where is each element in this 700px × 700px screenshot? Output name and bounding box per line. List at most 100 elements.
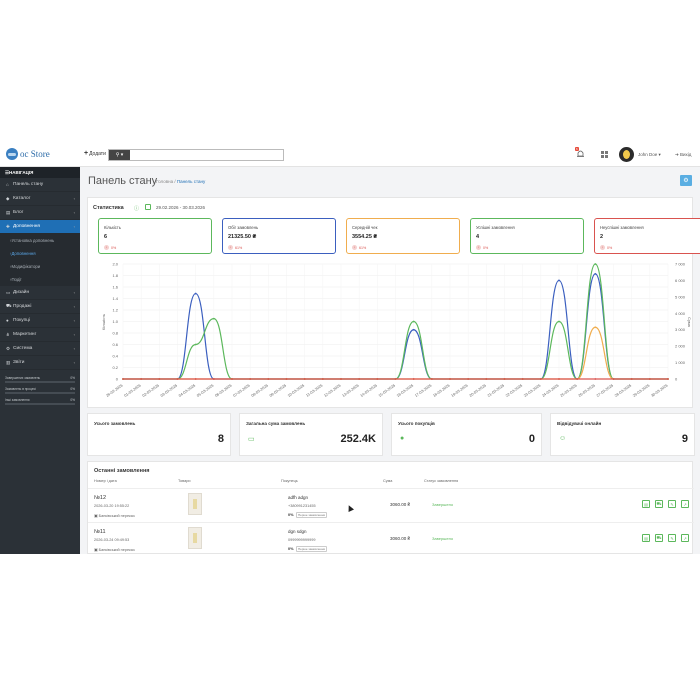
- chevron-icon: ‹: [73, 360, 75, 365]
- order-number[interactable]: №12: [94, 495, 107, 501]
- x-tick-label: 04-03-2026: [178, 384, 196, 398]
- sidebar-item-2[interactable]: ▤ Блог ‹: [0, 206, 80, 220]
- edit-icon[interactable]: ✎: [668, 534, 676, 542]
- invoice-icon[interactable]: ▤: [642, 500, 650, 508]
- x-tick-label: 27-03-2026: [596, 384, 614, 398]
- bank-icon: ▣: [94, 548, 99, 552]
- open-icon[interactable]: ↗: [681, 534, 689, 542]
- x-tick-label: 26-03-2026: [578, 384, 596, 398]
- x-tick-label: 28-02-2026: [105, 384, 123, 398]
- sidebar-subitem-1[interactable]: › Доповнення: [0, 247, 80, 260]
- calendar-icon[interactable]: [145, 204, 151, 210]
- info-icon[interactable]: ⓘ: [134, 206, 140, 212]
- kpi-card-4: Неуспішні замовлення 2 ↓ 0%: [594, 218, 700, 254]
- x-tick-label: 15-03-2026: [378, 384, 396, 398]
- kpi-value: 3554.25 ₴: [352, 234, 378, 240]
- x-tick-label: 23-03-2026: [523, 384, 541, 398]
- gear-icon: ⚙: [683, 178, 689, 184]
- kpi-value: 4: [476, 234, 480, 240]
- series-point: [558, 378, 560, 380]
- truck-icon[interactable]: ⛟: [655, 500, 663, 508]
- sidebar-item-1[interactable]: ◆ Каталог ‹: [0, 192, 80, 206]
- summary-card-2: Усього покупців ● 0: [391, 413, 542, 456]
- chevron-icon: ‹: [73, 224, 75, 229]
- y-tick-right: 1 000: [675, 360, 686, 365]
- customer-name[interactable]: adfh adgn: [288, 495, 309, 500]
- kpi-card-2: Середній чек 3554.25 ₴ ↓ 61%: [346, 218, 460, 254]
- sidebar-item2-1[interactable]: ⛟ Продажі ‹: [0, 300, 80, 314]
- invoice-icon[interactable]: ▤: [642, 534, 650, 542]
- bank-icon: ▣: [94, 514, 99, 518]
- series-point: [303, 378, 306, 380]
- chevron-icon: ‹: [73, 304, 75, 309]
- sidebar-item2-2[interactable]: ● Покупці ‹: [0, 314, 80, 328]
- series-point: [376, 378, 379, 380]
- sidebar-item2-4[interactable]: ⚙ Система ‹: [0, 342, 80, 356]
- kpi-label: Успішні замовлення: [476, 225, 515, 230]
- sidebar-subitem-3[interactable]: › Події: [0, 273, 80, 286]
- x-tick-label: 07-03-2026: [233, 384, 251, 398]
- order-date: 2026-03-20 19:55:22: [94, 504, 130, 508]
- x-tick-label: 08-03-2026: [251, 384, 269, 398]
- x-tick-label: 18-03-2026: [432, 384, 450, 398]
- chart-icon: ▥: [6, 359, 11, 365]
- x-tick-label: 28-03-2026: [614, 384, 632, 398]
- search-input[interactable]: [130, 150, 283, 160]
- kpi-change: ↓ 61%: [352, 245, 366, 250]
- date-range[interactable]: 29.02.2026 - 30.03.2026: [156, 205, 206, 210]
- sidebar-item2-5[interactable]: ▥ Звіти ‹: [0, 356, 80, 370]
- top-header: oc Store + Додати ⚲ ▾ 6 John Doe ▾ ➔ Вихі…: [0, 140, 700, 167]
- sidebar-item2-0[interactable]: ▭ Дизайн ‹: [0, 286, 80, 300]
- series-point: [594, 326, 597, 329]
- bullet-icon: ›: [10, 251, 12, 256]
- kpi-change-value: 0%: [111, 245, 117, 250]
- series-point: [430, 378, 433, 380]
- sidebar-item2-3[interactable]: ⋔ Маркетинг ‹: [0, 328, 80, 342]
- avatar[interactable]: [619, 147, 634, 162]
- table-header: Покупець: [281, 479, 298, 483]
- x-tick-label: 14-03-2026: [360, 384, 378, 398]
- sidebar-item-label: Панель стану: [13, 182, 44, 187]
- sidebar-subitem-0[interactable]: › Установка доповнень: [0, 234, 80, 247]
- series-point: [412, 328, 415, 331]
- edit-icon[interactable]: ✎: [668, 500, 676, 508]
- product-thumbnail[interactable]: [188, 493, 202, 515]
- breadcrumb-current[interactable]: Панель стану: [176, 179, 206, 184]
- kpi-change: ↓ 61%: [228, 245, 242, 250]
- apps-grid-icon[interactable]: [601, 151, 608, 158]
- truck-icon[interactable]: ⛟: [655, 534, 663, 542]
- sidebar-stat-label: Інші замовлення: [5, 398, 30, 402]
- x-tick-label: 13-03-2026: [342, 384, 360, 398]
- sidebar-order-stats: Завершених замовлень 0% Замовлень в процес…: [5, 376, 75, 405]
- kpi-card-0: Кількість 6 ↓ 0%: [98, 218, 212, 254]
- kpi-change: ↓ 0%: [600, 245, 612, 250]
- open-icon[interactable]: ↗: [681, 500, 689, 508]
- sidebar-stat-label: Замовлень в процесі: [5, 387, 36, 391]
- summary-label: Відвідувачі онлайн: [557, 421, 602, 426]
- product-thumbnail[interactable]: [188, 527, 202, 549]
- dashboard-icon: ⌂: [6, 182, 9, 187]
- logo-text: oc Store: [20, 149, 50, 159]
- search-icon: ⚲ ▾: [115, 152, 124, 158]
- sidebar-item-0[interactable]: ⌂ Панель стану: [0, 178, 80, 192]
- settings-button[interactable]: ⚙: [680, 175, 692, 186]
- user-menu[interactable]: John Doe ▾: [638, 152, 661, 158]
- notifications-button[interactable]: 6: [575, 147, 585, 159]
- store-logo[interactable]: oc Store: [6, 147, 50, 161]
- series-point: [340, 378, 342, 380]
- order-number[interactable]: №11: [94, 529, 106, 535]
- y-tick-right: 3 000: [675, 327, 686, 332]
- add-button-label: Додати: [89, 150, 106, 157]
- series-point: [231, 378, 233, 380]
- y-tick-left: 1.4: [112, 296, 118, 301]
- breadcrumb-home[interactable]: Головна: [156, 179, 174, 184]
- customer-name[interactable]: dgn sdgn: [288, 529, 307, 534]
- y-tick-right: 7 000: [675, 262, 686, 267]
- sidebar-subitem-2[interactable]: › Модифікатори: [0, 260, 80, 273]
- logout-button[interactable]: ➔ Вихід: [675, 152, 691, 158]
- add-button[interactable]: + Додати: [84, 150, 106, 157]
- sidebar-item-3[interactable]: ✚ Доповнення ‹: [0, 220, 80, 234]
- search-dropdown-button[interactable]: ⚲ ▾: [109, 150, 130, 160]
- kpi-change-value: 0%: [483, 245, 489, 250]
- series-point: [194, 378, 197, 380]
